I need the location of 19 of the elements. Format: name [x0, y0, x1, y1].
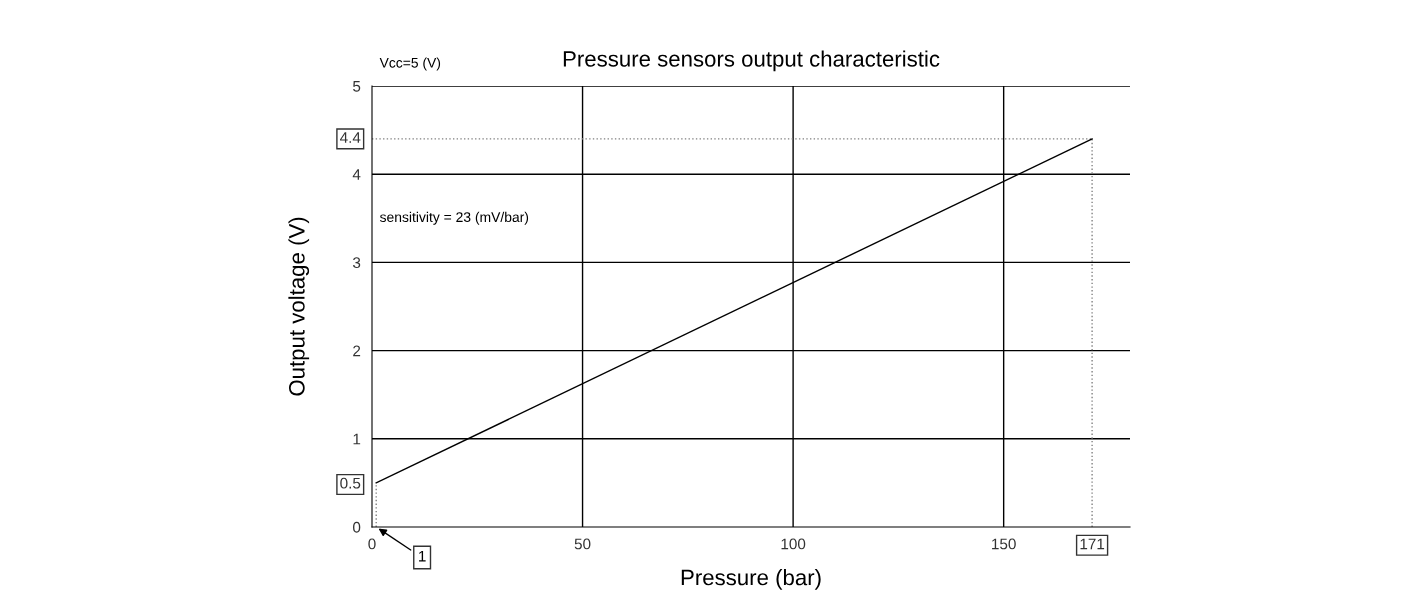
x-tick-label: 0 [368, 538, 376, 550]
ref-line-label: 4.4 [340, 132, 361, 143]
y-tick-label: 0.5 [340, 477, 361, 489]
y-tick-label: 2 [353, 345, 361, 357]
y-tick-label: 0 [352, 521, 361, 533]
x-tick-label: 100 [781, 538, 806, 550]
annotation: 1 [419, 551, 426, 562]
x-axis-title: Pressure (bar) [681, 569, 821, 590]
x-tick-label: 50 [574, 538, 591, 550]
ref-line-label: 171 [1080, 538, 1105, 550]
x-tick-label: 150 [992, 538, 1016, 550]
y-tick-label: 5 [353, 81, 361, 92]
y-axis-title: Output voltage (V) [288, 217, 310, 396]
y-tick-label: 3 [352, 257, 361, 269]
y-tick-label: 1 [353, 433, 361, 445]
text: Vcc=5 (V) [379, 57, 441, 71]
chart-title: Pressure sensors output characteristic [563, 50, 940, 72]
annotation: sensitivity = 23 (mV/bar) [379, 211, 529, 225]
y-tick-label: 4 [352, 169, 361, 180]
